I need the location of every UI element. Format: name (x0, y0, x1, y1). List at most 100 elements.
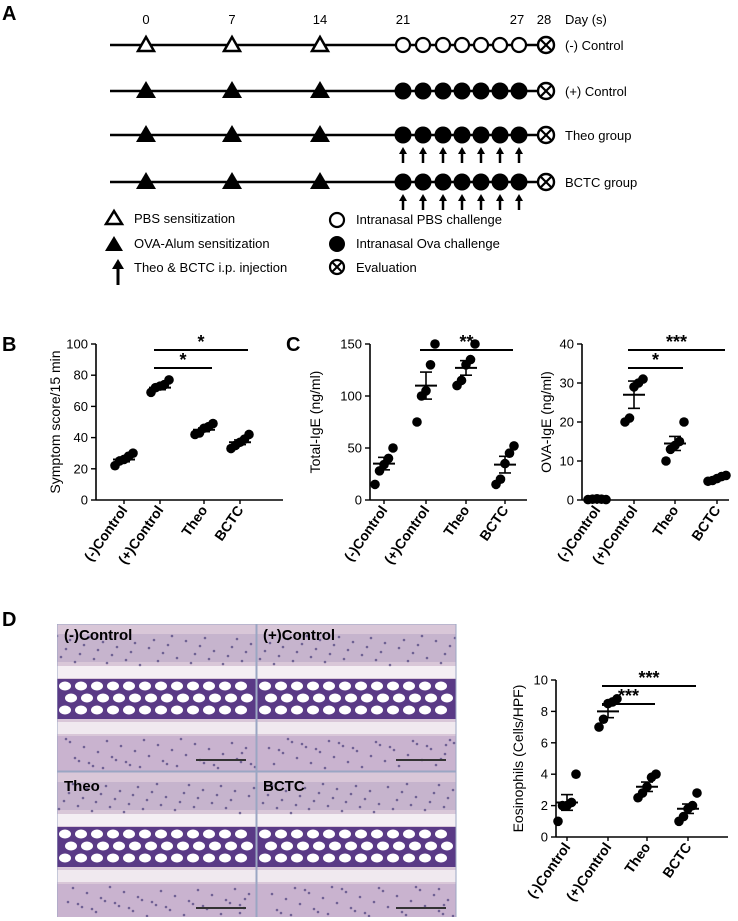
filled-circle-icon (472, 126, 490, 144)
filled-circle-icon (434, 126, 452, 144)
day-label-0: 0 (142, 12, 149, 27)
y-tick-label: 6 (541, 735, 548, 750)
legend-evaluation: Evaluation (356, 260, 417, 275)
x-tick-label: BCTC (476, 503, 511, 544)
y-tick-label: 4 (541, 767, 548, 782)
timeline-legend: PBS sensitization OVA-Alum sensitization… (103, 208, 502, 285)
data-point (509, 441, 519, 451)
x-tick-label: Theo (440, 503, 472, 540)
filled-circle-icon (453, 173, 471, 191)
data-point (571, 769, 581, 779)
filled-circle-icon (453, 82, 471, 100)
up-arrow-icon (419, 147, 427, 163)
open-triangle-icon (221, 34, 243, 53)
data-point (651, 769, 661, 779)
filled-circle-icon (434, 173, 452, 191)
filled-circle-icon (472, 82, 490, 100)
data-point (208, 418, 218, 429)
timeline-row: BCTC group (110, 172, 637, 210)
legend-ova-sensitization: OVA-Alum sensitization (134, 236, 270, 251)
crossed-circle-icon (536, 81, 556, 101)
filled-circle-icon (491, 126, 509, 144)
significance-label: ** (459, 332, 473, 352)
histology-images: (-)Control (+)Control Theo BCTC (57, 624, 457, 917)
x-tick-label: Theo (649, 503, 681, 540)
up-arrow-icon (515, 147, 523, 163)
crossed-circle-icon (536, 35, 556, 55)
x-tick-label: BCTC (659, 840, 694, 881)
open-circle-icon (414, 36, 432, 54)
filled-circle-icon (394, 82, 412, 100)
open-triangle-icon (309, 34, 331, 53)
crossed-circle-icon (328, 258, 346, 276)
y-tick-label: 150 (340, 337, 362, 352)
y-tick-label: 10 (534, 673, 548, 688)
filled-triangle-icon (105, 236, 123, 251)
histology-label-neg-control: (-)Control (64, 627, 132, 644)
data-point (638, 374, 648, 384)
x-tick-label: Theo (178, 503, 210, 540)
open-circle-icon (328, 211, 346, 229)
timeline-row-label: Theo group (565, 128, 632, 143)
filled-circle-icon (414, 173, 432, 191)
data-point (383, 453, 394, 464)
up-arrow-icon (419, 194, 427, 210)
significance-label: *** (666, 332, 687, 352)
day-label-27: 27 (510, 12, 524, 27)
up-arrow-icon (439, 147, 447, 163)
data-point (128, 448, 138, 459)
y-tick-label: 10 (560, 454, 574, 469)
data-point (661, 456, 671, 466)
filled-circle-icon (394, 126, 412, 144)
panel-label-d: D (2, 609, 16, 631)
significance-label: * (197, 332, 204, 352)
legend-injection: Theo & BCTC i.p. injection (134, 260, 287, 275)
histology-photo (256, 624, 457, 772)
data-point (370, 479, 380, 490)
data-point (679, 417, 689, 427)
legend-pbs-challenge: Intranasal PBS challenge (356, 212, 502, 227)
y-tick-label: 40 (74, 430, 88, 445)
timeline-row: (+) Control (110, 81, 627, 101)
filled-circle-icon (329, 236, 345, 252)
y-tick-label: 20 (74, 461, 88, 476)
up-arrow-icon (399, 194, 407, 210)
legend-ova-challenge: Intranasal Ova challenge (356, 236, 500, 251)
up-arrow-icon (496, 194, 504, 210)
y-tick-label: 50 (348, 441, 362, 456)
data-point (495, 474, 506, 485)
day-label-28: 28 (537, 12, 551, 27)
panel-label-c: C (286, 334, 300, 356)
data-point (612, 694, 622, 704)
significance-label: * (179, 350, 186, 370)
y-axis-title: Symptom score/15 min (47, 350, 63, 493)
data-point (425, 360, 436, 370)
y-tick-label: 30 (560, 376, 574, 391)
panel-label-a: A (2, 3, 16, 25)
day-label-7: 7 (228, 12, 235, 27)
filled-circle-icon (453, 126, 471, 144)
y-tick-label: 100 (66, 337, 88, 352)
filled-triangle-icon (222, 81, 242, 98)
filled-circle-icon (510, 126, 528, 144)
day-label-14: 14 (313, 12, 327, 27)
filled-circle-icon (472, 173, 490, 191)
histology-photo (57, 624, 257, 772)
filled-triangle-icon (310, 125, 330, 142)
filled-circle-icon (414, 82, 432, 100)
histology-photo (256, 771, 457, 917)
open-circle-icon (434, 36, 452, 54)
y-tick-label: 2 (541, 798, 548, 813)
filled-circle-icon (491, 173, 509, 191)
filled-circle-icon (510, 82, 528, 100)
up-arrow-icon (458, 147, 466, 163)
day-label-21: 21 (396, 12, 410, 27)
y-axis-title: Eosinophils (Cells/HPF) (510, 685, 526, 833)
legend-pbs-sensitization: PBS sensitization (134, 211, 235, 226)
timeline-row-label: BCTC group (565, 175, 637, 190)
filled-circle-icon (434, 82, 452, 100)
day-axis-labels: 0 7 14 21 27 28 Day (s) (142, 12, 607, 27)
